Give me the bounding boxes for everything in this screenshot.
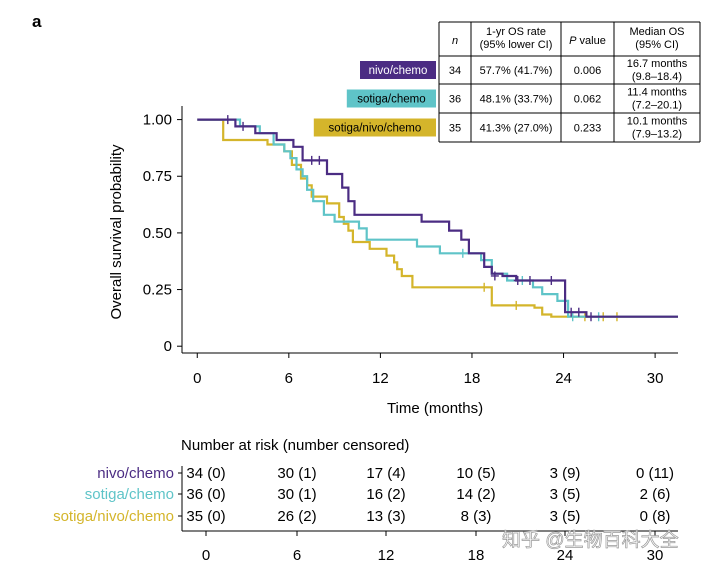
y-tick-label: 0	[164, 338, 172, 355]
km-curve-sotiga-chemo	[197, 118, 678, 318]
watermark: 知乎 @生物百科大全	[502, 529, 679, 551]
censor-mark-nivo-chemo	[513, 275, 522, 285]
legend-label-nivo-chemo: nivo/chemo	[369, 65, 428, 77]
legend-swatch-sotiga-nivo-chemo	[313, 118, 436, 137]
risk-count: 2 (6)	[640, 486, 671, 503]
legend-swatch-sotiga-chemo	[346, 89, 436, 108]
risk-x-tick-label: 30	[647, 547, 664, 564]
legend-label-sotiga-nivo-chemo: sotiga/nivo/chemo	[329, 123, 422, 135]
censor-mark-nivo-chemo	[547, 275, 556, 285]
risk-count: 26 (2)	[277, 508, 316, 525]
risk-x-tick-label: 6	[293, 547, 301, 564]
risk-count: 35 (0)	[186, 508, 225, 525]
risk-count: 30 (1)	[277, 465, 316, 482]
summary-cell: 36	[449, 94, 461, 106]
risk-count: 36 (0)	[186, 486, 225, 503]
risk-row-label-sotiga-chemo: sotiga/chemo	[85, 486, 174, 503]
risk-table-title: Number at risk (number censored)	[181, 437, 409, 454]
summary-cell: 34	[449, 65, 461, 77]
censor-mark-nivo-chemo	[307, 155, 316, 165]
risk-table: Number at risk (number censored) nivo/che…	[53, 437, 678, 564]
legend-swatch-nivo-chemo	[360, 61, 436, 79]
censor-mark-nivo-chemo	[315, 155, 324, 165]
censor-mark-sotiga-chemo	[568, 312, 577, 322]
risk-x-tick-label: 24	[557, 547, 574, 564]
summary-header-3: Median OS (95% CI)	[629, 26, 684, 51]
censor-mark-nivo-chemo	[490, 271, 499, 281]
panel-label: a	[32, 12, 42, 31]
summary-header-2: P value	[569, 35, 606, 47]
risk-count: 3 (5)	[550, 486, 581, 503]
y-tick-label: 0.75	[143, 168, 172, 185]
risk-count: 30 (1)	[277, 486, 316, 503]
censor-mark-sotiga-nivo-chemo	[512, 300, 521, 310]
y-axis-label: Overall survival probability	[108, 144, 125, 320]
plot-area: 0 0.25 0.50 0.75 1.00 0 6 12 18 24 30 Time (months)…	[108, 106, 678, 417]
risk-count: 3 (9)	[550, 465, 581, 482]
risk-row-label-nivo-chemo: nivo/chemo	[97, 465, 174, 482]
summary-cell: 0.062	[574, 94, 602, 106]
risk-count: 0 (11)	[636, 465, 674, 482]
y-tick-label: 0.50	[143, 225, 172, 242]
y-tick-label: 0.25	[143, 282, 172, 299]
legend-label-sotiga-chemo: sotiga/chemo	[357, 94, 425, 106]
risk-count: 3 (5)	[550, 508, 581, 525]
risk-count: 10 (5)	[456, 465, 495, 482]
censor-mark-nivo-chemo	[239, 121, 248, 131]
risk-count: 14 (2)	[456, 486, 495, 503]
summary-cell-median: 16.7 months (9.8–18.4)	[627, 58, 688, 83]
summary-cell: 0.233	[574, 123, 602, 135]
summary-cell: 48.1% (33.7%)	[480, 94, 553, 106]
risk-row-label-sotiga-nivo-chemo: sotiga/nivo/chemo	[53, 508, 174, 525]
km-curve-nivo-chemo	[197, 118, 678, 318]
y-tick-label: 1.00	[143, 112, 172, 129]
risk-x-tick-label: 0	[202, 547, 210, 564]
summary-cell: 41.3% (27.0%)	[480, 123, 553, 135]
x-axis-label: Time (months)	[387, 400, 483, 417]
risk-count: 34 (0)	[186, 465, 225, 482]
risk-count: 17 (4)	[366, 465, 405, 482]
x-tick-label: 30	[647, 370, 664, 387]
summary-header-0: n	[452, 35, 458, 47]
km-curve-sotiga-nivo-chemo	[197, 118, 678, 318]
summary-header-1: 1-yr OS rate (95% lower CI)	[480, 26, 553, 51]
x-tick-label: 12	[372, 370, 389, 387]
risk-count: 13 (3)	[366, 508, 405, 525]
censor-mark-nivo-chemo	[587, 312, 596, 322]
risk-count: 0 (8)	[640, 508, 671, 525]
summary-cell: 57.7% (41.7%)	[480, 65, 553, 77]
x-tick-label: 0	[193, 370, 201, 387]
risk-count: 8 (3)	[461, 508, 492, 525]
summary-cell: 35	[449, 123, 461, 135]
x-tick-label: 6	[285, 370, 293, 387]
risk-x-tick-label: 12	[378, 547, 395, 564]
summary-table: n 1-yr OS rate (95% lower CI) P value Median…	[313, 21, 701, 143]
summary-cell-median: 11.4 months (7.2–20.1)	[627, 87, 687, 112]
censor-mark-nivo-chemo	[567, 307, 576, 317]
censor-mark-nivo-chemo	[525, 275, 534, 285]
censor-mark-sotiga-nivo-chemo	[480, 282, 489, 292]
censor-mark-nivo-chemo	[223, 115, 232, 125]
censor-mark-nivo-chemo	[574, 307, 583, 317]
summary-cell-median: 10.1 months (7.9–13.2)	[627, 116, 688, 141]
summary-cell: 0.006	[574, 65, 602, 77]
risk-x-tick-label: 18	[468, 547, 485, 564]
x-tick-label: 24	[555, 370, 572, 387]
risk-count: 16 (2)	[366, 486, 405, 503]
censor-mark-sotiga-chemo	[458, 248, 467, 258]
x-tick-label: 18	[464, 370, 481, 387]
